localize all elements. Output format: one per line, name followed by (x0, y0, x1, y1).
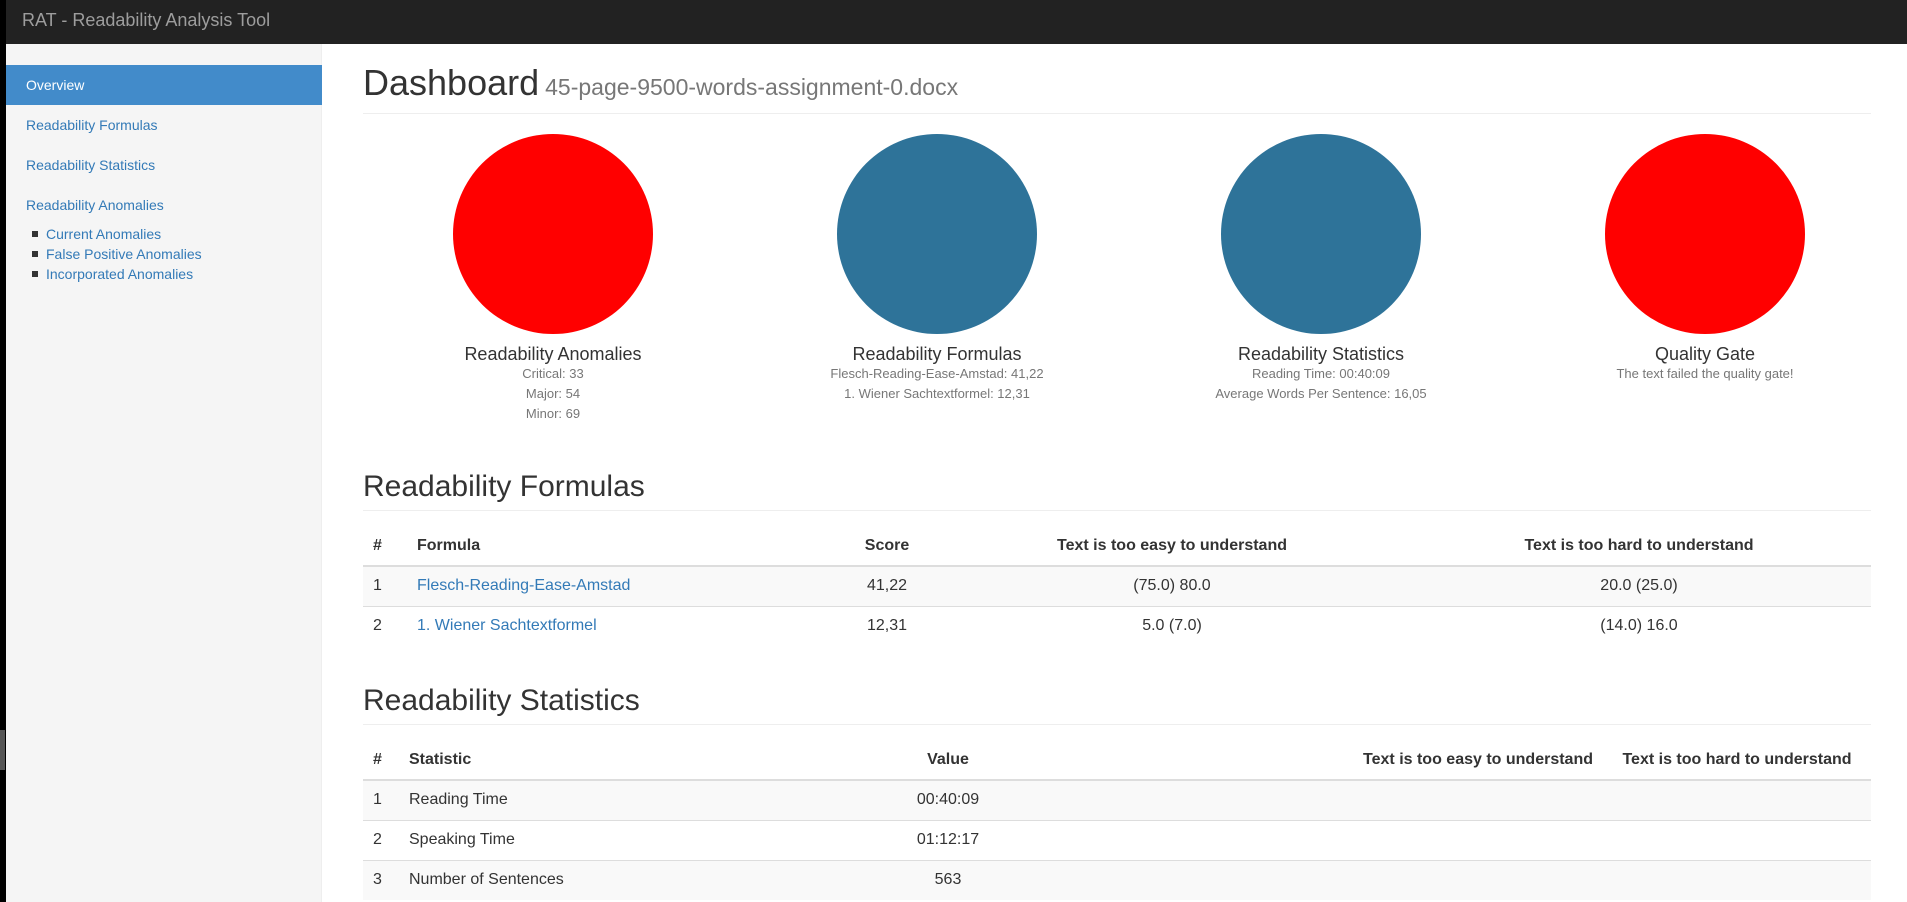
column-header: # (363, 526, 407, 567)
statistic-name: Number of Sentences (399, 859, 839, 900)
table-header-row: # Statistic Value Text is too easy to un… (363, 740, 1871, 781)
sidebar-subitem-false-positive-anomalies[interactable]: False Positive Anomalies (32, 244, 202, 264)
tile-title: Readability Formulas (852, 344, 1022, 364)
too-hard-cell: 20.0 (25.0) (1407, 565, 1871, 606)
too-easy-cell: (75.0) 80.0 (937, 565, 1407, 606)
too-hard-cell (1603, 819, 1871, 860)
sidebar: Overview Readability Formulas Readabilit… (6, 44, 322, 902)
tile-line: Major: 54 (525, 386, 581, 401)
sidebar-subitem-current-anomalies[interactable]: Current Anomalies (32, 224, 202, 244)
table-row: 2 1. Wiener Sachtextformel 12,31 5.0 (7.… (363, 605, 1871, 646)
tile-line: Critical: 33 (522, 366, 584, 381)
column-header: Formula (407, 526, 837, 567)
table-header-row: # Formula Score Text is too easy to unde… (363, 526, 1871, 567)
tile-readability-formulas[interactable]: Readability Formulas Flesch-Reading-Ease… (747, 134, 1127, 404)
too-hard-cell (1603, 859, 1871, 900)
row-number: 1 (363, 779, 399, 820)
page-header: Dashboard 45-page-9500-words-assignment-0… (363, 62, 1871, 114)
column-header: Text is too easy to understand (1057, 740, 1603, 781)
row-number: 3 (363, 859, 399, 900)
row-number: 2 (363, 819, 399, 860)
page-title: Dashboard (363, 62, 540, 103)
section-title-formulas: Readability Formulas (363, 469, 1871, 511)
score-cell: 12,31 (837, 605, 937, 646)
app-title[interactable]: RAT - Readability Analysis Tool (22, 10, 271, 30)
table-row: 1 Flesch-Reading-Ease-Amstad 41,22 (75.0… (363, 565, 1871, 606)
formula-link[interactable]: 1. Wiener Sachtextformel (417, 617, 597, 635)
sidebar-item-readability-formulas[interactable]: Readability Formulas (26, 117, 158, 133)
page: RAT - Readability Analysis Tool Overview… (6, 0, 1907, 902)
score-cell: 41,22 (837, 565, 937, 606)
table-row: 2 Speaking Time 01:12:17 (363, 819, 1871, 860)
document-filename: 45-page-9500-words-assignment-0.docx (545, 74, 959, 100)
formula-name-cell: Flesch-Reading-Ease-Amstad (407, 565, 837, 606)
tile-line: 1. Wiener Sachtextformel: 12,31 (844, 386, 1030, 401)
column-header: Text is too hard to understand (1603, 740, 1871, 781)
too-easy-cell (1057, 819, 1603, 860)
sidebar-item-readability-statistics[interactable]: Readability Statistics (26, 157, 156, 173)
top-navbar: RAT - Readability Analysis Tool (6, 0, 1907, 44)
tile-readability-statistics[interactable]: Readability Statistics Reading Time: 00:… (1131, 134, 1511, 404)
tile-line: Reading Time: 00:40:09 (1251, 366, 1391, 381)
too-easy-cell: 5.0 (7.0) (937, 605, 1407, 646)
tile-readability-anomalies[interactable]: Readability Anomalies Critical: 33 Major… (363, 134, 743, 424)
row-number: 2 (363, 605, 407, 646)
tile-line: The text failed the quality gate! (1616, 366, 1794, 381)
tile-title: Readability Anomalies (464, 344, 642, 364)
tile-title: Readability Statistics (1237, 344, 1405, 364)
column-header: # (363, 740, 399, 781)
too-easy-cell (1057, 779, 1603, 820)
quality-gate-status-circle (1605, 134, 1805, 334)
too-easy-cell (1057, 859, 1603, 900)
statistic-value: 563 (839, 859, 1057, 900)
sidebar-subitem-incorporated-anomalies[interactable]: Incorporated Anomalies (32, 264, 202, 284)
formulas-table: # Formula Score Text is too easy to unde… (363, 526, 1871, 646)
section-title-statistics: Readability Statistics (363, 683, 1871, 725)
sidebar-item-overview[interactable]: Overview (6, 65, 322, 105)
column-header: Value (839, 740, 1057, 781)
row-number: 1 (363, 565, 407, 606)
statistic-value: 00:40:09 (839, 779, 1057, 820)
sidebar-item-readability-anomalies[interactable]: Readability Anomalies (26, 197, 164, 213)
tile-quality-gate[interactable]: Quality Gate The text failed the quality… (1515, 134, 1895, 384)
table-row: 1 Reading Time 00:40:09 (363, 779, 1871, 820)
window-edge (0, 730, 5, 770)
statistic-value: 01:12:17 (839, 819, 1057, 860)
too-hard-cell: (14.0) 16.0 (1407, 605, 1871, 646)
too-hard-cell (1603, 779, 1871, 820)
statistic-name: Reading Time (399, 779, 839, 820)
tile-line: Flesch-Reading-Ease-Amstad: 41,22 (830, 366, 1044, 381)
formula-name-cell: 1. Wiener Sachtextformel (407, 605, 837, 646)
column-header: Score (837, 526, 937, 567)
column-header: Statistic (399, 740, 839, 781)
formula-link[interactable]: Flesch-Reading-Ease-Amstad (417, 577, 631, 595)
statistics-table: # Statistic Value Text is too easy to un… (363, 740, 1871, 900)
anomalies-submenu: Current Anomalies False Positive Anomali… (32, 224, 202, 284)
formulas-status-circle (837, 134, 1037, 334)
table-row: 3 Number of Sentences 563 (363, 859, 1871, 900)
tile-title: Quality Gate (1654, 344, 1756, 364)
statistic-name: Speaking Time (399, 819, 839, 860)
column-header: Text is too easy to understand (937, 526, 1407, 567)
statistics-status-circle (1221, 134, 1421, 334)
tile-line: Average Words Per Sentence: 16,05 (1215, 386, 1427, 401)
tile-line: Minor: 69 (525, 406, 581, 421)
column-header: Text is too hard to understand (1407, 526, 1871, 567)
anomalies-status-circle (453, 134, 653, 334)
